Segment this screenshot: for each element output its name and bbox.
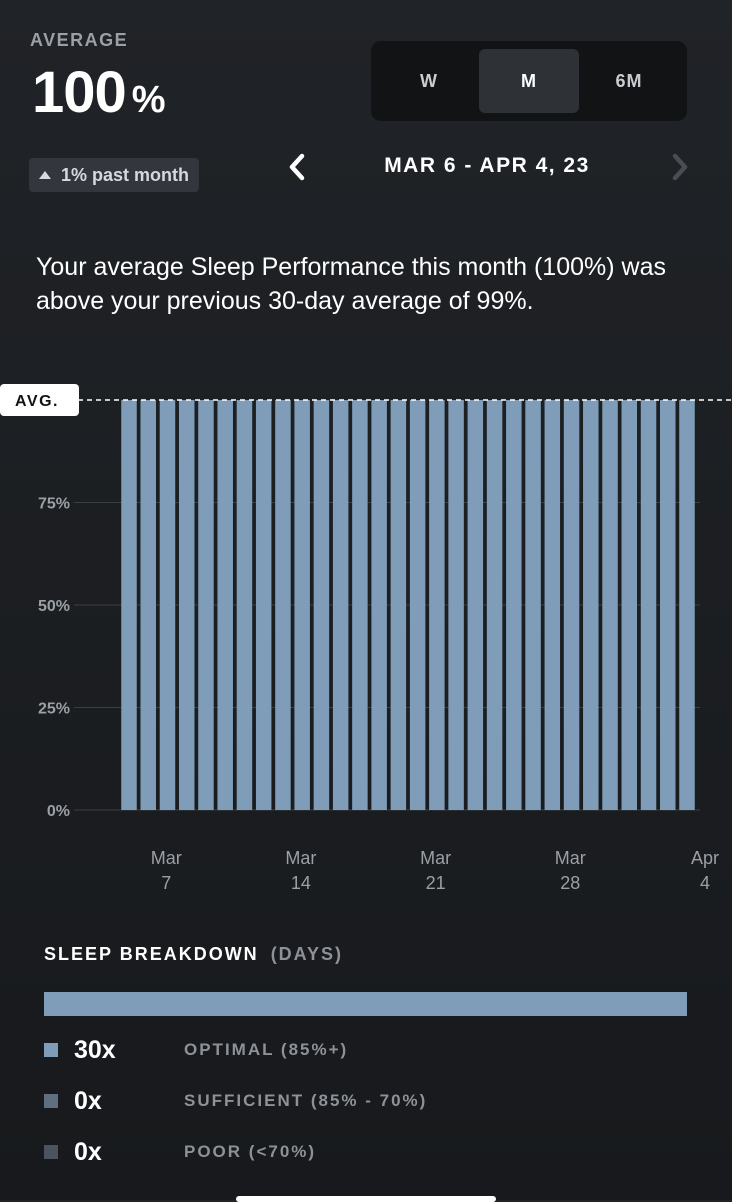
sleep-bar: [275, 400, 291, 810]
x-tick-month: Mar: [555, 848, 586, 868]
optimal-swatch: [44, 1043, 58, 1057]
x-tick-day: 28: [560, 873, 580, 893]
sleep-bar: [486, 400, 503, 810]
x-tick-day: 4: [700, 873, 710, 893]
range-week-button[interactable]: W: [420, 70, 438, 91]
sleep-bar: [583, 400, 599, 810]
poor-label: POOR (<70%): [184, 1142, 317, 1161]
breakdown-heading: SLEEP BREAKDOWN: [44, 944, 259, 964]
legend-row-sufficient: 0x SUFFICIENT (85% - 70%): [44, 1081, 427, 1121]
previous-period-button[interactable]: [284, 151, 312, 183]
sleep-bar: [640, 400, 657, 810]
optimal-label: OPTIMAL (85%+): [184, 1040, 349, 1059]
x-tick-month: Mar: [285, 848, 316, 868]
breakdown-title: SLEEP BREAKDOWN (DAYS): [44, 944, 343, 965]
breakdown-unit: (DAYS): [270, 944, 344, 964]
sufficient-count: 0x: [74, 1086, 102, 1115]
sleep-bar: [371, 400, 387, 810]
x-tick-month: Apr: [691, 848, 719, 868]
range-month-button[interactable]: M: [479, 49, 579, 113]
range-6-months-button[interactable]: 6M: [615, 70, 643, 91]
trend-text: 1% past month: [61, 164, 190, 185]
average-number: 100: [32, 60, 127, 125]
legend-row-poor: 0x POOR (<70%): [44, 1132, 316, 1172]
sleep-bar: [390, 400, 407, 810]
sleep-bar: [198, 400, 214, 810]
sleep-bar: [429, 400, 445, 810]
sleep-bar: [313, 400, 330, 810]
home-indicator: [236, 1196, 496, 1202]
sleep-bar: [621, 400, 638, 810]
y-tick-label: 50%: [38, 598, 70, 615]
sleep-bar: [409, 400, 426, 810]
average-badge-label: AVG.: [15, 393, 59, 410]
breakdown-segment: [44, 992, 687, 1016]
x-tick-day: 7: [161, 873, 171, 893]
x-tick-month: Mar: [420, 848, 451, 868]
legend-row-optimal: 30x OPTIMAL (85%+): [44, 1030, 348, 1070]
x-tick-day: 21: [426, 873, 446, 893]
chevron-right-icon: [672, 153, 688, 181]
sleep-bar: [236, 400, 253, 810]
sufficient-swatch: [44, 1094, 58, 1108]
sleep-bar: [525, 400, 541, 810]
sleep-bar: [679, 400, 695, 810]
sleep-performance-chart: 0% 25% 50% 75% AVG. Mar 7 Mar 14 Mar 21 Mar 28 Apr 4: [0, 384, 732, 893]
sleep-bar: [602, 400, 618, 810]
average-badge: [0, 384, 79, 416]
optimal-count: 30x: [74, 1035, 116, 1064]
chevron-left-icon: [289, 153, 305, 181]
sleep-bar: [352, 400, 368, 810]
sleep-bar: [563, 400, 580, 810]
breakdown-bar: [44, 992, 687, 1016]
sufficient-label: SUFFICIENT (85% - 70%): [184, 1091, 428, 1110]
x-tick-day: 14: [291, 873, 311, 893]
y-tick-label: 75%: [38, 496, 70, 513]
poor-count: 0x: [74, 1137, 102, 1166]
range-toggle: W M 6M: [371, 41, 687, 121]
average-label: AVERAGE: [30, 30, 129, 50]
sleep-bar: [544, 400, 561, 810]
sleep-bar: [467, 400, 484, 810]
y-tick-label: 0%: [47, 803, 70, 820]
sleep-bar: [121, 400, 137, 810]
sleep-bar: [217, 400, 233, 810]
x-tick-month: Mar: [151, 848, 182, 868]
trend-up-icon: [39, 171, 51, 179]
sleep-bar: [255, 400, 272, 810]
trend-badge: 1% past month: [29, 158, 200, 192]
average-value: 100%: [32, 64, 166, 122]
sleep-bar: [159, 400, 176, 810]
sleep-bar: [660, 400, 676, 810]
y-tick-label: 25%: [38, 701, 70, 718]
date-range-label: MAR 6 - APR 4, 23: [384, 154, 590, 177]
sleep-bar: [178, 400, 195, 810]
sleep-bar: [506, 400, 522, 810]
sleep-bar: [332, 400, 349, 810]
poor-swatch: [44, 1145, 58, 1159]
next-period-button[interactable]: [665, 151, 693, 183]
sleep-bar: [140, 400, 156, 810]
performance-summary: Your average Sleep Performance this mont…: [36, 253, 666, 315]
average-unit: %: [131, 79, 166, 121]
sleep-bar: [448, 400, 464, 810]
sleep-bar: [294, 400, 310, 810]
